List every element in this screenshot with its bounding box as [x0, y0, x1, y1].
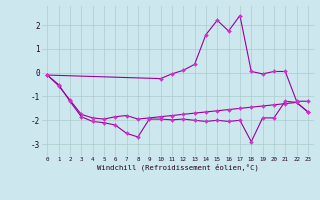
X-axis label: Windchill (Refroidissement éolien,°C): Windchill (Refroidissement éolien,°C): [97, 164, 259, 171]
